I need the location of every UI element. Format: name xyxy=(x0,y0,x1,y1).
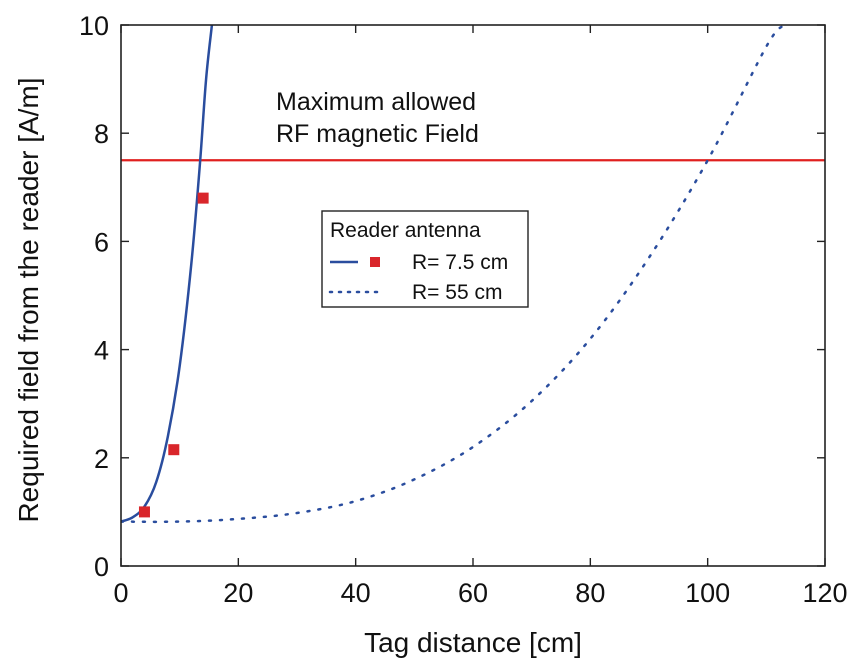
x-tick-label: 0 xyxy=(113,578,128,608)
legend-marker-swatch xyxy=(370,257,380,267)
x-tick-label: 120 xyxy=(802,578,847,608)
y-tick-label: 10 xyxy=(79,11,109,41)
x-tick-label: 20 xyxy=(223,578,253,608)
x-tick-label: 60 xyxy=(458,578,488,608)
y-tick-label: 4 xyxy=(94,336,109,366)
y-axis-label: Required field from the reader [A/m] xyxy=(13,77,44,522)
y-tick-label: 8 xyxy=(94,119,109,149)
x-tick-label: 40 xyxy=(341,578,371,608)
x-axis-label: Tag distance [cm] xyxy=(364,627,582,658)
axis-ticks: 0 20 40 60 80 100 120 0 2 4 6 8 10 xyxy=(79,11,848,608)
plot-area xyxy=(121,25,825,524)
x-tick-label: 80 xyxy=(575,578,605,608)
data-point-marker-1 xyxy=(138,506,150,518)
legend-entry-2: R= 55 cm xyxy=(412,281,502,304)
data-point-marker-2 xyxy=(168,444,180,456)
y-tick-label: 0 xyxy=(94,552,109,582)
annotation-line-2: RF magnetic Field xyxy=(276,120,479,148)
legend: Reader antenna R= 7.5 cm R= 55 cm xyxy=(321,210,529,308)
annotation-line-1: Maximum allowed xyxy=(276,88,476,116)
y-tick-label: 2 xyxy=(94,444,109,474)
y-tick-label: 6 xyxy=(94,227,109,257)
series-line-r55 xyxy=(121,25,786,524)
legend-title: Reader antenna xyxy=(330,219,481,242)
plot-marks xyxy=(121,25,825,524)
data-point-marker-3 xyxy=(197,192,209,204)
x-tick-label: 100 xyxy=(685,578,730,608)
legend-entry-1: R= 7.5 cm xyxy=(412,251,508,274)
